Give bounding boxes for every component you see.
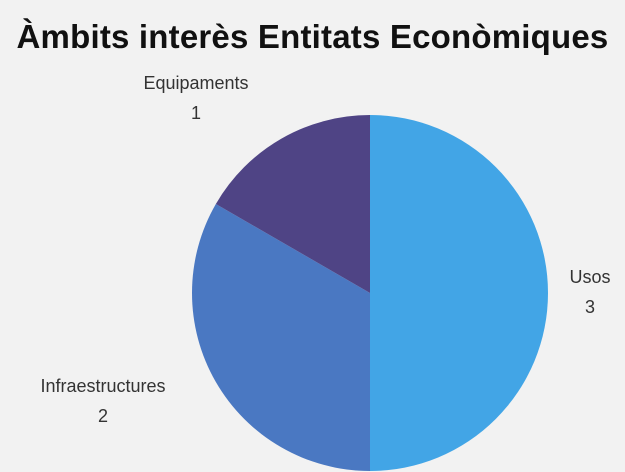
slice-value-equipaments: 1 <box>191 103 201 123</box>
pie-slice-equipaments <box>215 114 370 293</box>
slice-value-usos: 3 <box>585 297 595 317</box>
slice-label-usos: Usos <box>569 267 610 287</box>
slice-label-equipaments: Equipaments <box>143 73 248 93</box>
chart-title: Àmbits interès Entitats Econòmiques <box>16 18 609 55</box>
pie-slices <box>192 114 548 471</box>
pie-slice-infraestructures <box>192 204 370 471</box>
pie-slice-usos <box>370 115 548 471</box>
slice-value-infraestructures: 2 <box>98 406 108 426</box>
slice-label-infraestructures: Infraestructures <box>40 376 165 396</box>
pie-labels: Usos 3 Infraestructures 2 Equipaments 1 <box>40 73 610 426</box>
